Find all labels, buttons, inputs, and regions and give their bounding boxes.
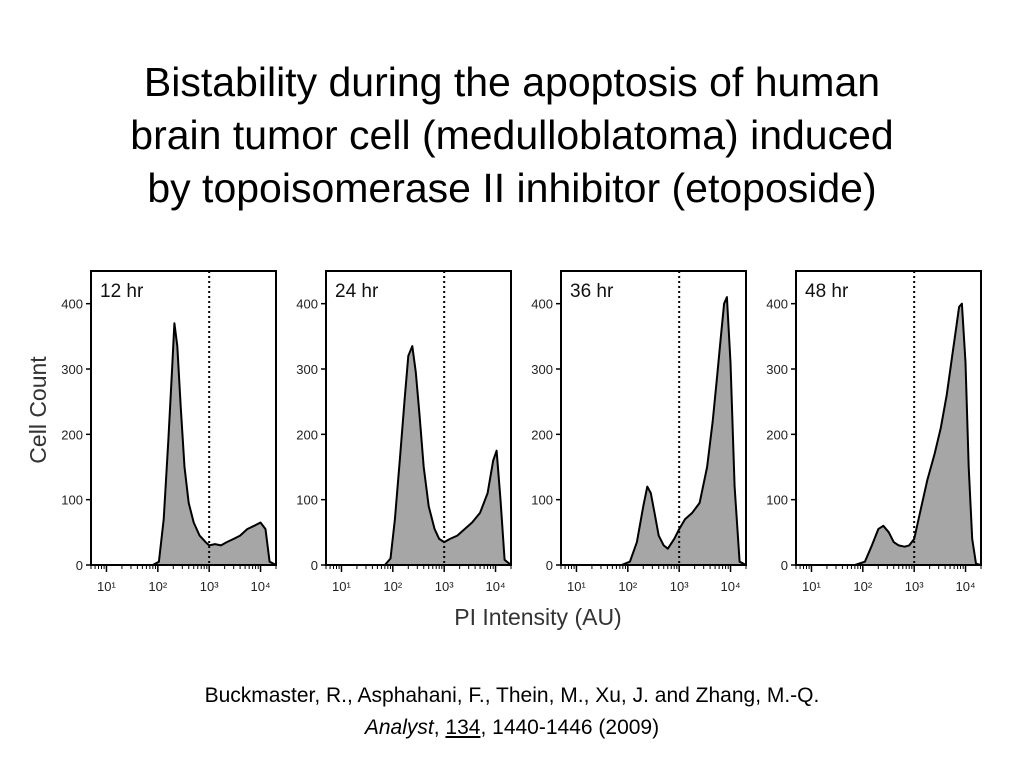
y-tick-label: 300 [61, 362, 83, 377]
citation-journal: Analyst [364, 716, 434, 739]
histogram-panel: 36 hr 0 100 200 300 400 10¹ 10² 10³ 10⁴ [531, 270, 747, 594]
x-tick-label: 10⁴ [486, 579, 506, 594]
citation-volume: 134 [445, 716, 481, 739]
histogram-area [560, 296, 747, 566]
citation: Buckmaster, R., Asphahani, F., Thein, M.… [0, 680, 1024, 744]
y-tick-label: 0 [546, 558, 553, 573]
x-tick-label: 10² [618, 579, 637, 594]
x-tick-label: 10² [148, 579, 167, 594]
x-tick-label: 10² [853, 579, 872, 594]
y-tick-label: 200 [766, 427, 788, 442]
slide-title: Bistability during the apoptosis of huma… [0, 56, 1024, 215]
histogram-area [325, 345, 512, 566]
histogram-panel: 24 hr 0 100 200 300 400 10¹ 10² 10³ 10⁴ [296, 270, 512, 594]
x-tick-label: 10¹ [567, 579, 586, 594]
y-tick-label: 100 [766, 493, 788, 508]
y-tick-label: 300 [531, 362, 553, 377]
x-tick-label: 10¹ [802, 579, 821, 594]
histogram-panels-svg: Cell Count PI Intensity (AU) 12 hr 0 100 20… [25, 270, 982, 630]
y-tick-label: 400 [61, 297, 83, 312]
histogram-figure: Cell Count PI Intensity (AU) 12 hr 0 100 20… [0, 255, 1024, 640]
y-tick-label: 200 [61, 427, 83, 442]
title-line-1: Bistability during the apoptosis of huma… [143, 59, 881, 105]
citation-separator: , [433, 716, 446, 739]
panel-time-label: 48 hr [805, 281, 849, 302]
panel-time-label: 36 hr [570, 281, 614, 302]
x-tick-label: 10³ [435, 579, 454, 594]
citation-authors: Buckmaster, R., Asphahani, F., Thein, M.… [204, 684, 820, 707]
x-tick-label: 10² [383, 579, 402, 594]
y-tick-label: 100 [531, 493, 553, 508]
x-tick-label: 10¹ [97, 579, 116, 594]
panel-frame [795, 270, 982, 566]
panel-frame [325, 270, 512, 566]
y-tick-label: 200 [531, 427, 553, 442]
title-line-2: brain tumor cell (medulloblatoma) induce… [130, 112, 894, 158]
x-tick-label: 10³ [200, 579, 219, 594]
panel-frame [560, 270, 747, 566]
y-tick-label: 0 [781, 558, 788, 573]
histogram-panel: 48 hr 0 100 200 300 400 10¹ 10² 10³ 10⁴ [766, 270, 982, 594]
x-axis-label: PI Intensity (AU) [454, 604, 621, 630]
y-tick-label: 0 [311, 558, 318, 573]
x-tick-label: 10³ [670, 579, 689, 594]
y-tick-label: 100 [61, 493, 83, 508]
histogram-panel: 12 hr 0 100 200 300 400 10¹ 10² 10³ 10⁴ [61, 270, 277, 594]
y-tick-label: 400 [296, 297, 318, 312]
y-tick-label: 400 [766, 297, 788, 312]
panel-time-label: 12 hr [100, 281, 144, 302]
y-axis-label: Cell Count [25, 356, 51, 464]
y-tick-label: 300 [296, 362, 318, 377]
y-tick-label: 200 [296, 427, 318, 442]
x-tick-label: 10³ [905, 579, 924, 594]
panel-time-label: 24 hr [335, 281, 379, 302]
histogram-area [90, 322, 277, 566]
y-tick-label: 0 [76, 558, 83, 573]
histogram-area [795, 302, 982, 566]
panel-frame [90, 270, 277, 566]
x-tick-label: 10⁴ [721, 579, 741, 594]
title-line-3: by topoisomerase II inhibitor (etoposide… [147, 165, 877, 211]
citation-source: Analyst, 134, 1440-1446 (2009) [0, 712, 1024, 744]
y-tick-label: 400 [531, 297, 553, 312]
x-tick-label: 10⁴ [251, 579, 271, 594]
citation-pages-year: , 1440-1446 (2009) [480, 716, 660, 739]
y-tick-label: 100 [296, 493, 318, 508]
x-tick-label: 10¹ [332, 579, 351, 594]
x-tick-label: 10⁴ [956, 579, 976, 594]
y-tick-label: 300 [766, 362, 788, 377]
